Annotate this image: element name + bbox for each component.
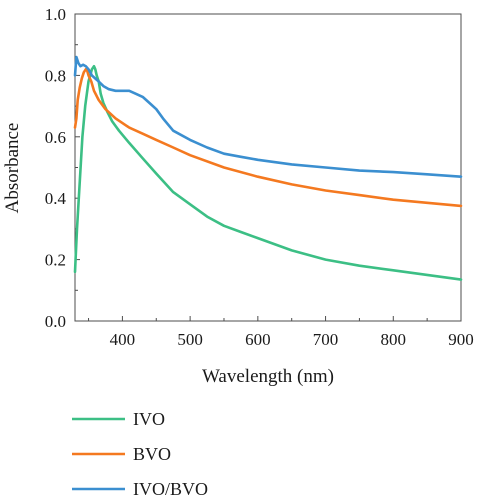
y-axis-title: Absorbance xyxy=(2,123,23,214)
x-tick-label: 400 xyxy=(110,330,136,349)
plot-frame xyxy=(74,13,462,322)
legend-label: IVO xyxy=(133,409,165,429)
y-axis-ticks: 0.0 0.2 0.4 0.6 0.8 1.0 xyxy=(45,5,80,331)
x-tick-label: 500 xyxy=(177,330,203,349)
plot-area xyxy=(74,13,462,322)
y-tick-label: 0.8 xyxy=(45,66,66,85)
x-tick-label: 700 xyxy=(313,330,339,349)
x-tick-label: 800 xyxy=(381,330,407,349)
y-tick-label: 0.0 xyxy=(45,312,66,331)
series-line-ivo xyxy=(73,64,463,281)
legend-label: BVO xyxy=(133,444,171,464)
y-tick-label: 0.6 xyxy=(45,128,66,147)
series-lines xyxy=(73,55,463,281)
x-tick-label: 600 xyxy=(245,330,271,349)
x-axis-title: Wavelength (nm) xyxy=(202,366,334,387)
legend: IVO BVO IVO/BVO xyxy=(72,409,208,499)
x-axis-ticks: 400 500 600 700 800 900 xyxy=(88,316,474,349)
series-line-bvo xyxy=(73,68,463,208)
legend-label: IVO/BVO xyxy=(133,479,208,499)
y-tick-label: 1.0 xyxy=(45,5,66,24)
y-tick-label: 0.2 xyxy=(45,251,66,270)
x-tick-label: 900 xyxy=(448,330,474,349)
series-line-ivo-bvo xyxy=(73,55,463,178)
y-tick-label: 0.4 xyxy=(45,189,67,208)
